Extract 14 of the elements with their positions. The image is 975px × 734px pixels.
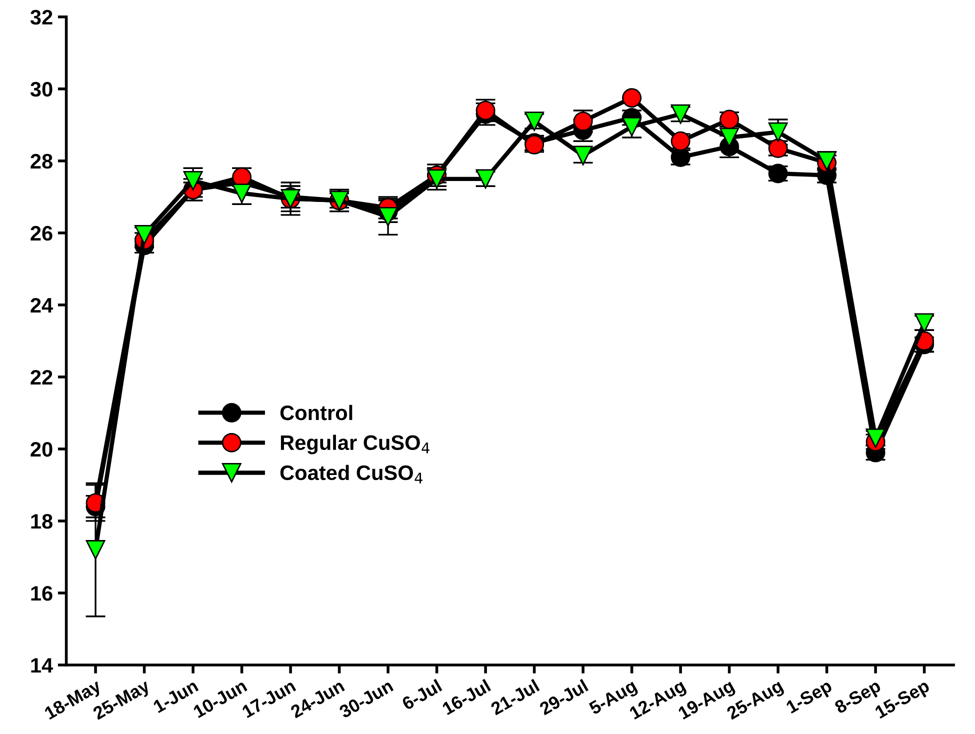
y-tick-label: 26: [30, 226, 52, 241]
legend-label: Control: [280, 404, 352, 420]
x-tick-label: 6-Jul: [400, 678, 442, 710]
y-tick-label: 20: [30, 442, 52, 457]
legend-label: Coated CuSO$_{4}$: [280, 464, 422, 484]
y-tick-label: 22: [30, 370, 52, 384]
y-tick-label: 18: [31, 514, 52, 529]
y-tick-label: 32: [30, 10, 52, 25]
y-tick-label: 30: [30, 82, 52, 97]
y-tick-label: 16: [31, 586, 52, 601]
y-tick-label: 14: [31, 658, 53, 673]
y-tick-label: 24: [30, 298, 53, 312]
y-tick-label: 28: [30, 154, 52, 169]
legend-label: Regular CuSO$_{4}$: [280, 434, 430, 454]
